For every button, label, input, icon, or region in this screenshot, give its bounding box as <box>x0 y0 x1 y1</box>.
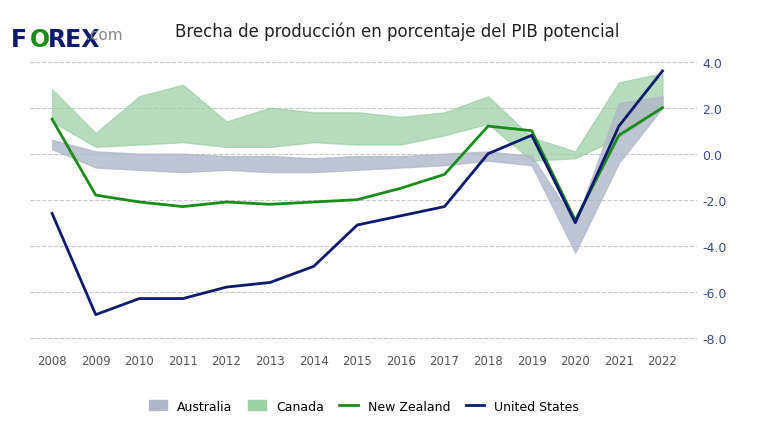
Text: F: F <box>11 28 27 52</box>
Text: REX: REX <box>48 28 100 52</box>
Text: .com: .com <box>85 28 123 43</box>
Text: O: O <box>30 28 51 52</box>
Title: Brecha de producción en porcentaje del PIB potencial: Brecha de producción en porcentaje del P… <box>175 23 619 41</box>
Legend: Australia, Canada, New Zealand, United States: Australia, Canada, New Zealand, United S… <box>143 394 584 417</box>
